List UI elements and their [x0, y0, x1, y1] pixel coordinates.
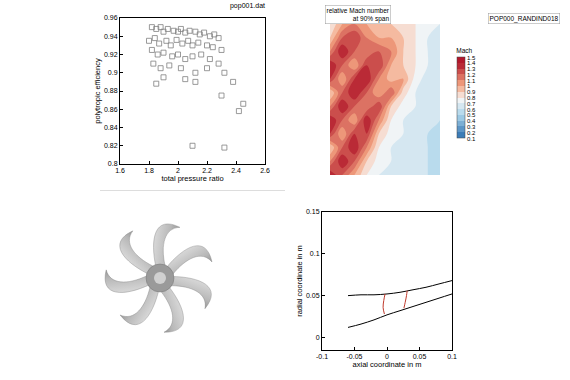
svg-text:0.05: 0.05	[306, 292, 320, 299]
svg-text:1.8: 1.8	[144, 167, 154, 174]
svg-text:Mach: Mach	[456, 47, 472, 54]
svg-text:0.1: 0.1	[447, 353, 457, 360]
svg-text:pop001.dat: pop001.dat	[230, 2, 265, 10]
svg-text:1: 1	[467, 83, 471, 89]
svg-text:0.05: 0.05	[413, 353, 427, 360]
svg-text:0.1: 0.1	[467, 136, 476, 142]
svg-text:2.4: 2.4	[231, 167, 241, 174]
svg-text:0.2: 0.2	[467, 130, 476, 136]
svg-text:0.7: 0.7	[467, 101, 476, 107]
svg-text:0.8: 0.8	[108, 160, 118, 167]
svg-text:axial coordinate in m: axial coordinate in m	[353, 360, 422, 369]
svg-text:0.5: 0.5	[467, 112, 476, 118]
svg-text:0.84: 0.84	[104, 124, 118, 131]
svg-text:relative Mach numberat 90% spa: relative Mach numberat 90% span	[327, 7, 390, 23]
svg-text:2: 2	[176, 167, 180, 174]
svg-text:POP000_RANDIND018: POP000_RANDIND018	[490, 15, 559, 23]
svg-text:0.88: 0.88	[104, 87, 118, 94]
svg-text:-0.05: -0.05	[347, 353, 363, 360]
svg-text:1.2: 1.2	[467, 72, 476, 78]
svg-text:0.3: 0.3	[467, 124, 476, 130]
svg-text:0.15: 0.15	[306, 208, 320, 215]
svg-text:2.6: 2.6	[260, 167, 270, 174]
svg-text:0.9: 0.9	[467, 89, 476, 95]
svg-text:0.1: 0.1	[310, 250, 320, 257]
svg-text:0.4: 0.4	[467, 118, 476, 124]
svg-text:1.5: 1.5	[467, 55, 476, 61]
svg-text:1.3: 1.3	[467, 66, 476, 72]
svg-text:0.86: 0.86	[104, 106, 118, 113]
svg-text:0: 0	[316, 334, 320, 341]
svg-text:0.9: 0.9	[108, 69, 118, 76]
svg-text:2.2: 2.2	[202, 167, 212, 174]
svg-text:0.82: 0.82	[104, 142, 118, 149]
svg-text:0: 0	[385, 353, 389, 360]
svg-text:1.4: 1.4	[467, 60, 476, 66]
svg-text:total pressure ratio: total pressure ratio	[161, 174, 223, 183]
svg-text:polytropic efficiency: polytropic efficiency	[93, 58, 102, 124]
svg-text:0.6: 0.6	[467, 107, 476, 113]
svg-text:-0.1: -0.1	[316, 353, 328, 360]
svg-text:1.1: 1.1	[467, 78, 476, 84]
svg-text:1.6: 1.6	[115, 167, 125, 174]
svg-text:radial coordinate in m: radial coordinate in m	[295, 245, 304, 317]
svg-text:0.8: 0.8	[467, 95, 476, 101]
svg-text:0.92: 0.92	[104, 51, 118, 58]
svg-text:0.94: 0.94	[104, 33, 118, 40]
svg-text:0.96: 0.96	[104, 14, 118, 21]
